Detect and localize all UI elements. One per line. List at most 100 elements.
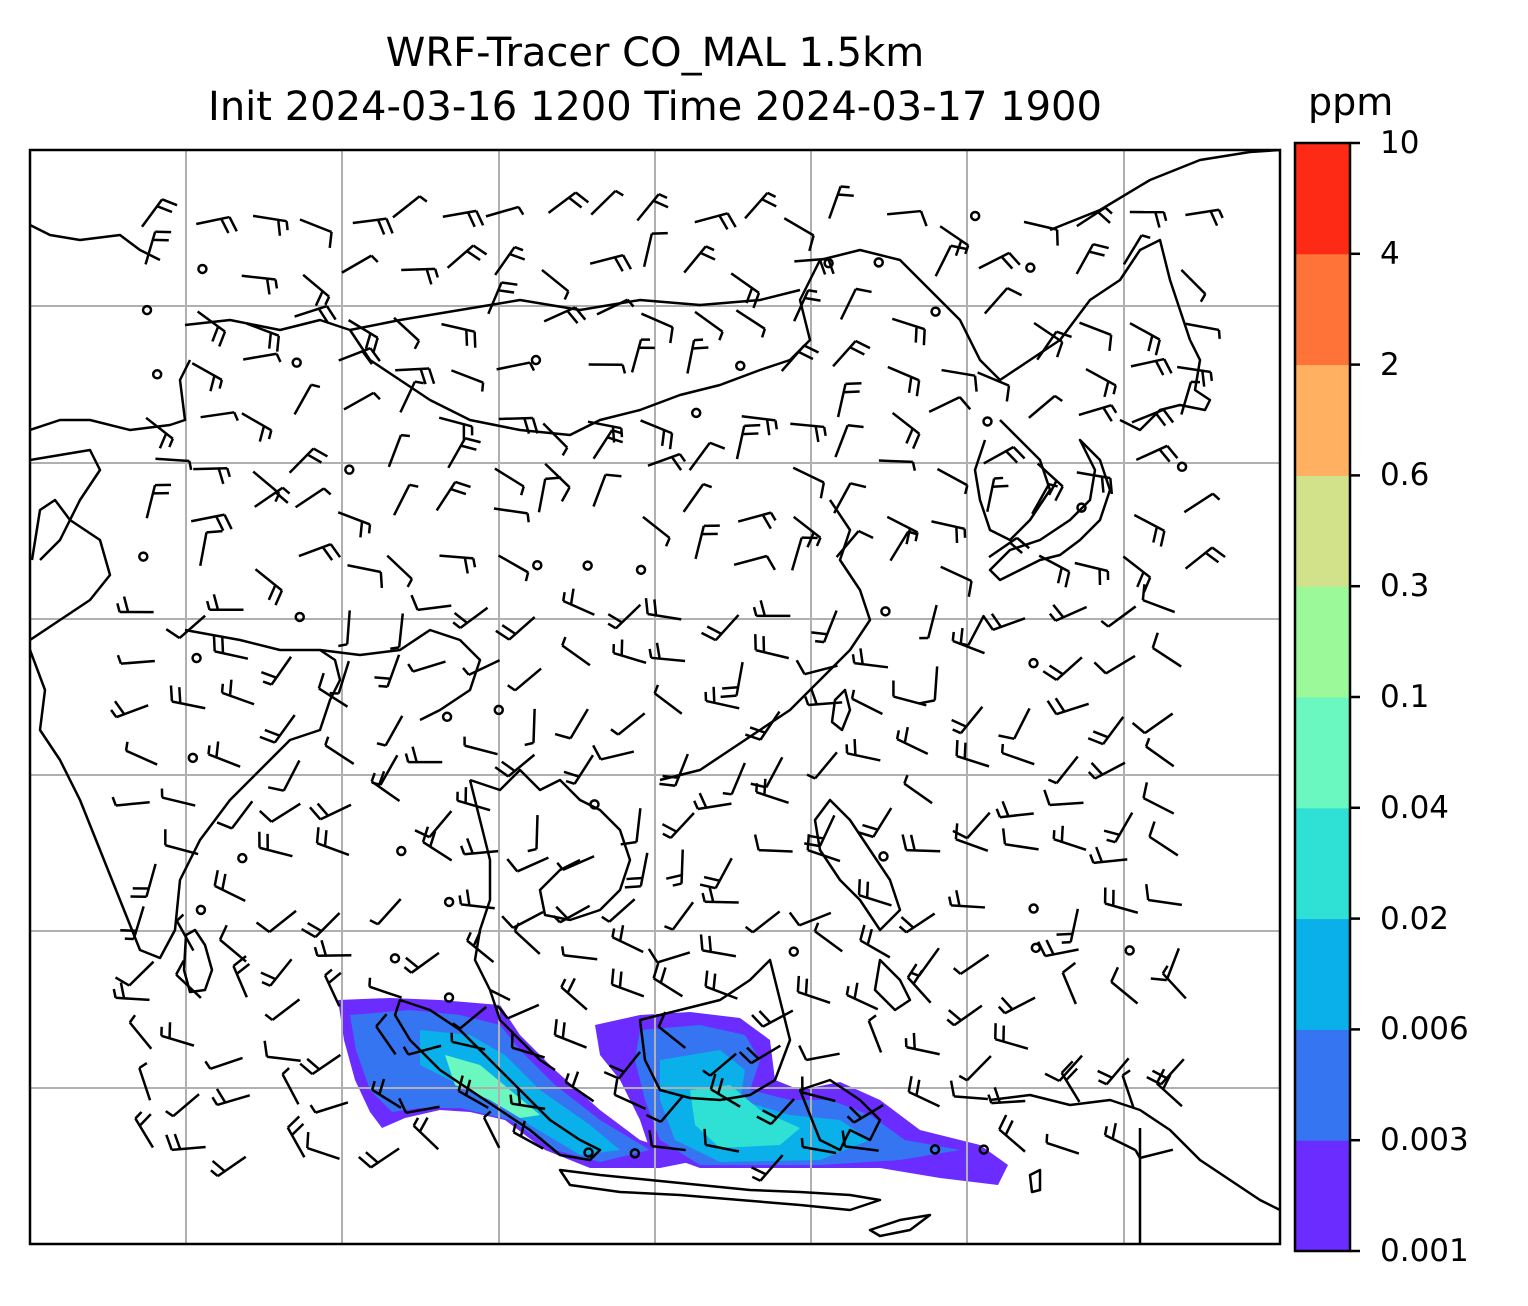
wind-barb (556, 855, 595, 871)
wind-barb (934, 244, 967, 277)
wind-barb (1043, 789, 1084, 807)
calm-wind-marker (1076, 502, 1087, 513)
wind-barb (955, 739, 990, 768)
wind-barb (892, 680, 927, 707)
wind-barb (513, 922, 541, 955)
wind-barb (607, 603, 642, 630)
wind-barb (338, 610, 351, 648)
wind-barb (701, 886, 739, 904)
wind-barb (694, 310, 724, 341)
wind-barb (946, 1004, 983, 1027)
wind-barb (547, 191, 590, 214)
wind-barb (788, 911, 832, 927)
wind-barb (524, 708, 536, 747)
wind-barb (610, 712, 646, 736)
wind-barb (306, 1132, 340, 1161)
wind-barb (850, 689, 884, 716)
wind-barb (704, 970, 738, 1000)
wind-barb (369, 898, 402, 926)
wind-barb (878, 459, 917, 471)
wind-barb (399, 380, 424, 413)
calm-wind-marker (151, 369, 163, 380)
calm-wind-marker (1124, 945, 1135, 956)
calm-wind-marker (1028, 903, 1039, 914)
coastlines (30, 150, 1280, 1244)
wind-barb (603, 1051, 642, 1080)
wind-barb (1028, 394, 1063, 419)
wind-barb (889, 530, 918, 562)
wind-barb (1103, 1122, 1137, 1152)
wind-barb (160, 788, 196, 807)
wind-barb (640, 312, 674, 344)
calm-wind-marker (1030, 942, 1042, 954)
colorbar-band (1295, 1029, 1350, 1141)
wind-barb (259, 714, 296, 744)
wind-barb (1001, 828, 1039, 851)
wind-barb (886, 209, 928, 227)
wind-barb (738, 1044, 781, 1065)
wind-barb (720, 661, 744, 699)
wind-barb (589, 253, 633, 272)
wind-barb (190, 513, 233, 532)
wind-barb (302, 273, 331, 307)
wind-barb (510, 1031, 545, 1059)
wind-barb (1141, 584, 1176, 614)
calm-wind-markers (138, 210, 1188, 1159)
colorbar-band (1295, 807, 1350, 920)
wind-barb (110, 700, 149, 719)
wind-barb (371, 754, 399, 787)
map-title-line2: Init 2024-03-16 1200 Time 2024-03-17 190… (208, 84, 1102, 130)
wind-barb (450, 1032, 486, 1051)
wind-barb (954, 823, 989, 852)
wind-barb (541, 268, 570, 301)
wind-barb (258, 831, 293, 858)
wind-barb (242, 352, 282, 363)
calm-wind-marker (878, 851, 889, 862)
calm-wind-marker (197, 263, 208, 275)
wind-barb (750, 1154, 784, 1182)
wind-barb (374, 654, 401, 688)
wind-barb (601, 898, 636, 923)
calm-wind-marker (141, 304, 153, 316)
wind-barb (833, 482, 867, 514)
coast-india (30, 498, 342, 960)
wind-barb (1148, 821, 1179, 857)
colorbar-band (1295, 143, 1350, 255)
wind-barb (1144, 737, 1175, 768)
wind-barb (845, 982, 879, 1011)
wind-barb (940, 565, 973, 597)
wind-barb (347, 564, 384, 589)
wind-barb (994, 1023, 1029, 1050)
wind-barb (592, 428, 624, 460)
wind-barb (485, 205, 525, 218)
wind-barb (561, 636, 591, 667)
colorbar-tick-label: 0.02 (1380, 900, 1450, 937)
wind-barb (254, 568, 284, 606)
wind-barb (552, 904, 591, 924)
wind-barb (414, 810, 453, 839)
calm-wind-marker (138, 551, 149, 562)
wind-barb (1089, 846, 1128, 865)
wind-barb (294, 487, 332, 509)
plume-sumatra-core (420, 1030, 620, 1155)
coast-philippines (813, 798, 912, 1012)
calm-wind-marker (982, 416, 993, 427)
wind-barb (1133, 513, 1166, 547)
wind-barb (841, 1130, 879, 1152)
wind-barb (792, 466, 826, 499)
wind-barb (144, 230, 172, 265)
wind-barb (1121, 1069, 1135, 1108)
wind-barb (260, 656, 293, 686)
wind-barb (323, 968, 342, 1007)
wind-barb (987, 1087, 1026, 1105)
coast-korea (973, 419, 1052, 542)
calm-wind-marker (1028, 657, 1039, 669)
wind-barb (255, 909, 297, 934)
wind-barb (951, 627, 985, 655)
wind-barb (407, 660, 446, 673)
wind-barb (904, 1032, 940, 1056)
wind-barb (983, 286, 1023, 315)
wind-barb (537, 476, 562, 513)
calm-wind-marker (187, 752, 199, 764)
colorbar-tick-label: 4 (1380, 235, 1400, 272)
